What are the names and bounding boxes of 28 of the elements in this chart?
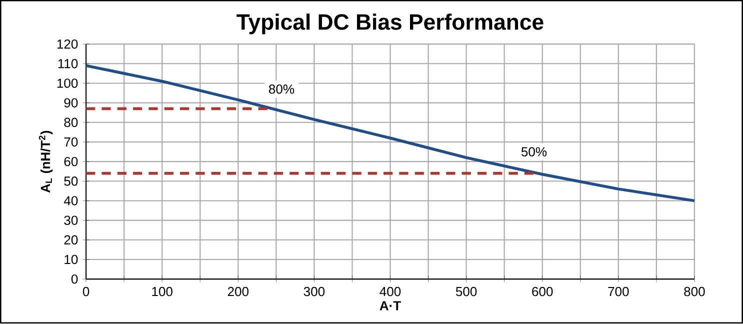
x-tick-label: 400 [380,287,401,296]
annotation: 50% [521,147,547,157]
y-tick-label: 10 [64,255,78,264]
chart-title: Typical DC Bias Performance [236,14,544,34]
annotation: 80% [269,84,294,94]
y-axis-title: A$_{L}$ (nH/T$^{2}$) [38,131,53,193]
x-tick-label: 600 [532,287,553,296]
y-tick-label: 80 [64,118,78,128]
y-tick-label: 90 [64,98,78,108]
y-tick-label: 0 [71,274,78,284]
line-series [84,64,696,202]
x-tick-label: 700 [608,287,629,296]
y-tick-label: 40 [64,196,78,206]
y-tick-label: 60 [64,157,78,166]
y-tick-label: 120 [57,40,78,49]
y-tick-label: 30 [64,216,78,226]
x-tick-label: 0 [82,287,90,296]
x-tick-label: 800 [684,287,705,296]
y-tick-label: 100 [57,78,78,88]
y-tick-label: 20 [64,236,78,245]
x-tick-label: 100 [152,287,172,296]
y-tick-label: 70 [64,138,78,147]
x-tick-label: 300 [304,287,325,296]
x-tick-label: 500 [456,287,477,296]
x-axis-title: A·T [380,301,401,310]
y-tick-label: 50 [64,176,78,186]
y-tick-label: 110 [58,59,78,69]
x-tick-label: 200 [228,287,249,296]
